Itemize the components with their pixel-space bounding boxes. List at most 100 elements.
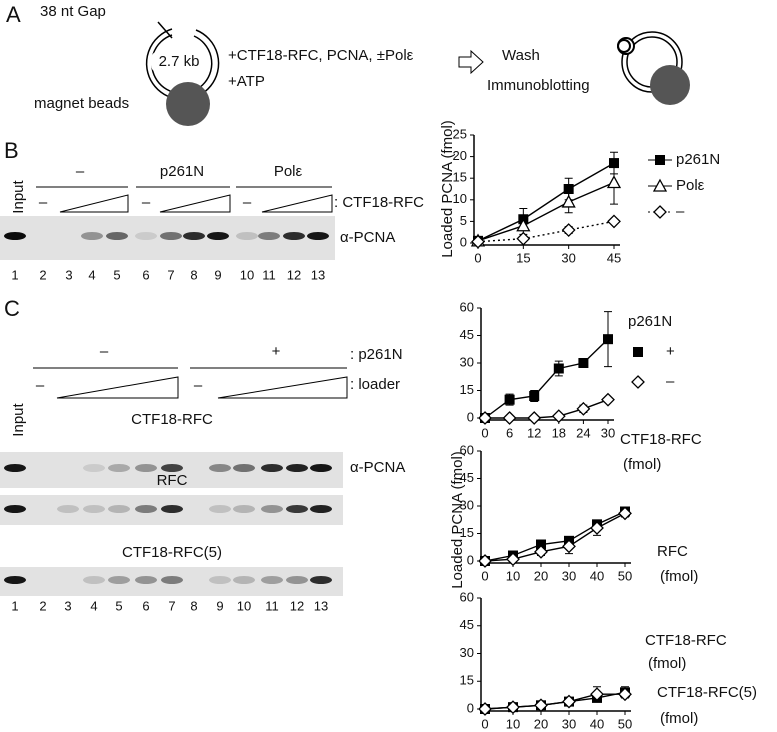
wedge bbox=[59, 194, 129, 213]
x-tick-label: 50 bbox=[618, 716, 632, 731]
marker bbox=[478, 702, 492, 716]
minus: – bbox=[39, 194, 48, 211]
gel bbox=[0, 567, 343, 596]
marker bbox=[516, 231, 531, 246]
marker bbox=[601, 392, 615, 407]
gel-title: CTF18-RFC bbox=[131, 411, 213, 428]
x-tick-label: 20 bbox=[534, 568, 548, 583]
lane-number: 11 bbox=[262, 267, 276, 282]
plasmid-size: 2.7 kb bbox=[159, 53, 200, 70]
band bbox=[286, 505, 308, 513]
y-tick-label: 15 bbox=[460, 382, 474, 397]
band bbox=[307, 232, 329, 240]
marker bbox=[529, 391, 540, 401]
legend-label: + bbox=[666, 343, 675, 360]
series-line bbox=[477, 162, 615, 242]
band bbox=[160, 232, 182, 240]
lane-number: 8 bbox=[190, 598, 197, 613]
minus: – bbox=[36, 377, 45, 394]
input-label: Input bbox=[10, 402, 27, 436]
lane-number: 6 bbox=[142, 598, 149, 613]
lane-number: 6 bbox=[142, 267, 149, 282]
series-line bbox=[477, 181, 615, 242]
marker bbox=[534, 544, 548, 559]
arrow bbox=[458, 49, 484, 75]
x-axis-label: (fmol) bbox=[648, 655, 686, 672]
lane-number: 2 bbox=[39, 598, 46, 613]
group-axis-label: : p261N bbox=[350, 346, 403, 363]
x-axis-label: (fmol) bbox=[660, 710, 698, 727]
x-tick-label: 15 bbox=[516, 250, 530, 265]
x-tick-label: 6 bbox=[506, 425, 513, 440]
band bbox=[83, 505, 105, 513]
band bbox=[209, 464, 231, 472]
blot-label: α-PCNA bbox=[350, 459, 405, 476]
band bbox=[286, 464, 308, 472]
panel-a: A 38 nt Gap 2.7 kb magnet beads +CTF18-R… bbox=[6, 2, 690, 126]
minus: – bbox=[243, 194, 252, 211]
lane-number: 9 bbox=[214, 267, 221, 282]
marker bbox=[506, 552, 520, 567]
band bbox=[261, 505, 283, 513]
band bbox=[4, 464, 26, 472]
marker bbox=[561, 194, 576, 208]
x-tick-label: 12 bbox=[527, 425, 541, 440]
band bbox=[207, 232, 229, 240]
band bbox=[286, 576, 308, 584]
band bbox=[233, 505, 255, 513]
lane-number: 11 bbox=[265, 598, 279, 613]
y-tick-label: 0 bbox=[467, 409, 474, 424]
y-tick-label: 5 bbox=[460, 213, 467, 228]
y-tick-label: 25 bbox=[453, 126, 467, 141]
x-tick-label: 0 bbox=[481, 568, 488, 583]
band bbox=[261, 464, 283, 472]
lane-number: 7 bbox=[167, 267, 174, 282]
band bbox=[4, 576, 26, 584]
marker bbox=[562, 694, 576, 709]
lane-number: 2 bbox=[39, 267, 46, 282]
band bbox=[233, 464, 255, 472]
band bbox=[83, 464, 105, 472]
band bbox=[108, 464, 130, 472]
band bbox=[283, 232, 305, 240]
group-label: – bbox=[100, 343, 109, 360]
band bbox=[310, 576, 332, 584]
legend-marker bbox=[652, 178, 668, 192]
x-tick-label: 40 bbox=[590, 716, 604, 731]
marker bbox=[618, 687, 632, 702]
marker bbox=[607, 214, 621, 229]
y-tick-label: 30 bbox=[460, 645, 474, 660]
x-tick-label: 0 bbox=[474, 250, 481, 265]
panel-label: B bbox=[4, 138, 19, 163]
lane-number: 10 bbox=[237, 598, 251, 613]
y-tick-label: 0 bbox=[460, 234, 467, 249]
lane-number: 5 bbox=[115, 598, 122, 613]
beads-label: magnet beads bbox=[34, 95, 129, 112]
marker bbox=[561, 223, 576, 237]
band bbox=[183, 232, 205, 240]
marker bbox=[551, 409, 566, 424]
x-axis-label: CTF18-RFC(5) bbox=[657, 684, 757, 701]
x-axis-label: CTF18-RFC bbox=[645, 632, 727, 649]
band bbox=[161, 576, 183, 584]
band bbox=[310, 464, 332, 472]
lane-number: 12 bbox=[287, 267, 301, 282]
marker bbox=[502, 411, 517, 425]
y-tick-label: 45 bbox=[460, 327, 474, 342]
y-tick-label: 45 bbox=[460, 470, 474, 485]
lane-number: 13 bbox=[314, 598, 328, 613]
band bbox=[4, 505, 26, 513]
x-tick-label: 0 bbox=[481, 425, 488, 440]
lane-number: 12 bbox=[290, 598, 304, 613]
y-tick-label: 60 bbox=[460, 442, 474, 457]
band bbox=[236, 232, 258, 240]
y-tick-label: 30 bbox=[460, 497, 474, 512]
panel-label: C bbox=[4, 296, 20, 321]
x-tick-label: 50 bbox=[618, 568, 632, 583]
marker bbox=[576, 401, 591, 416]
gel-title: CTF18-RFC(5) bbox=[122, 544, 222, 561]
band bbox=[233, 576, 255, 584]
y-tick-label: 45 bbox=[460, 617, 474, 632]
atp: +ATP bbox=[228, 73, 265, 90]
blot-label: α-PCNA bbox=[340, 229, 395, 246]
